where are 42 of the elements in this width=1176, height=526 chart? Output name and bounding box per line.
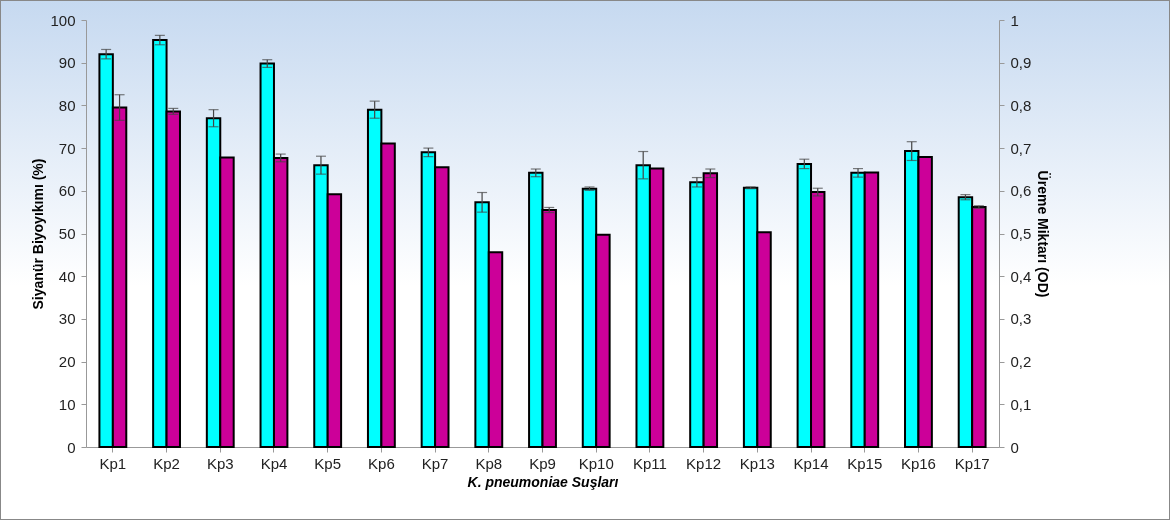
y2-axis-title: Üreme Miktarı (OD): [1035, 170, 1052, 298]
y-tick-label: 70: [58, 139, 76, 157]
x-tick-label: Kp6: [368, 454, 395, 472]
y-tick-label: 10: [58, 395, 76, 413]
y-tick-label: 50: [58, 225, 76, 242]
y2-tick-label: 0,2: [1010, 353, 1032, 371]
x-axis-title: K. pneumoniae Suşları: [467, 473, 619, 490]
x-tick-label: Kp1: [99, 454, 127, 472]
y2-tick-label: 1: [1010, 11, 1019, 29]
y-tick-label: 90: [58, 54, 76, 72]
y-tick-label: 40: [58, 267, 76, 285]
y-tick-label: 30: [58, 310, 76, 328]
x-tick-label: Kp8: [475, 454, 503, 472]
x-tick-label: Kp17: [954, 454, 990, 472]
x-tick-label: Kp15: [847, 454, 883, 472]
y2-tick-label: 0,8: [1010, 96, 1032, 114]
x-tick-label: Kp14: [793, 454, 829, 472]
y2-tick-label: 0,5: [1010, 225, 1032, 242]
y2-tick-label: 0,3: [1010, 310, 1032, 328]
y2-tick-label: 0,4: [1010, 267, 1032, 285]
y-tick-label: 20: [58, 353, 76, 371]
x-tick-label: Kp10: [578, 454, 614, 472]
y2-tick-label: 0,7: [1010, 139, 1032, 157]
x-tick-label: Kp3: [206, 454, 234, 472]
x-tick-label: Kp5: [314, 454, 342, 472]
y-tick-label: 100: [50, 11, 76, 29]
x-tick-label: Kp2: [153, 454, 180, 472]
x-tick-label: Kp11: [632, 454, 667, 472]
y2-tick-label: 0,1: [1010, 395, 1032, 413]
y2-tick-label: 0: [1010, 438, 1019, 456]
x-tick-label: Kp13: [739, 454, 775, 472]
y2-tick-label: 0,6: [1010, 182, 1032, 200]
y-tick-label: 80: [58, 96, 76, 114]
x-tick-label: Kp16: [900, 454, 936, 472]
y-axis-title: Siyanür Biyoyıkımı (%): [30, 158, 47, 310]
y-tick-label: 0: [67, 438, 76, 456]
y2-tick-label: 0,9: [1010, 54, 1032, 72]
x-tick-label: Kp4: [260, 454, 288, 472]
y-tick-label: 60: [58, 182, 76, 200]
x-tick-label: Kp12: [686, 454, 722, 472]
x-tick-label: Kp7: [421, 454, 449, 472]
x-tick-label: Kp9: [529, 454, 556, 472]
